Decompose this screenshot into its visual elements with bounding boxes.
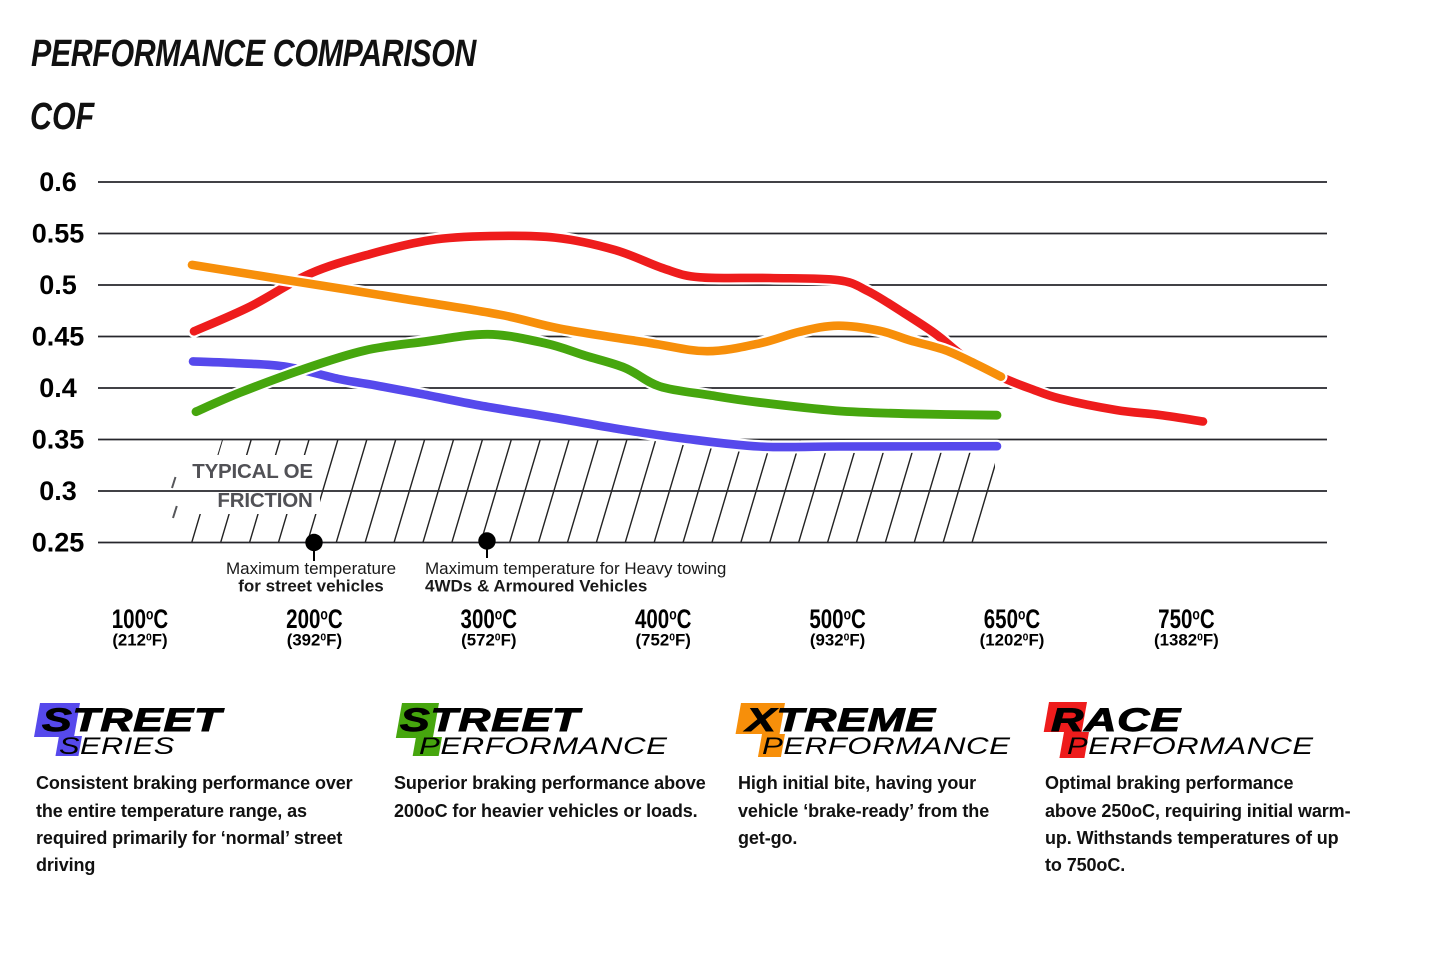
svg-text:FRICTION: FRICTION (217, 489, 312, 512)
svg-text:0.3: 0.3 (39, 476, 77, 506)
svg-text:TYPICAL OE: TYPICAL OE (192, 460, 313, 483)
svg-text:650oC: 650oC (984, 604, 1040, 634)
svg-text:for street vehicles: for street vehicles (238, 577, 384, 596)
svg-text:(7520F): (7520F) (636, 630, 691, 649)
svg-text:0.55: 0.55 (32, 219, 85, 249)
svg-text:200oC: 200oC (286, 604, 342, 634)
svg-text:Maximum temperature for Heavy: Maximum temperature for Heavy towing (425, 559, 726, 578)
svg-text:0.35: 0.35 (32, 425, 85, 455)
svg-text:Maximum temperature: Maximum temperature (226, 559, 396, 578)
svg-text:750oC: 750oC (1158, 604, 1214, 634)
svg-text:(9320F): (9320F) (810, 630, 865, 649)
svg-text:100oC: 100oC (112, 604, 168, 634)
svg-text:(12020F): (12020F) (980, 630, 1045, 649)
svg-text:300oC: 300oC (461, 604, 517, 634)
svg-text:(5720F): (5720F) (461, 630, 516, 649)
svg-text:500oC: 500oC (809, 604, 865, 634)
svg-text:0.5: 0.5 (39, 270, 77, 300)
svg-text:0.6: 0.6 (39, 167, 77, 197)
svg-text:(3920F): (3920F) (287, 630, 342, 649)
svg-text:4WDs & Armoured Vehicles: 4WDs & Armoured Vehicles (425, 577, 647, 596)
svg-text:0.4: 0.4 (39, 373, 77, 403)
svg-text:0.45: 0.45 (32, 322, 85, 352)
svg-text:(2120F): (2120F) (112, 630, 167, 649)
svg-text:400oC: 400oC (635, 604, 691, 634)
svg-text:0.25: 0.25 (32, 528, 85, 558)
svg-text:(13820F): (13820F) (1154, 630, 1219, 649)
